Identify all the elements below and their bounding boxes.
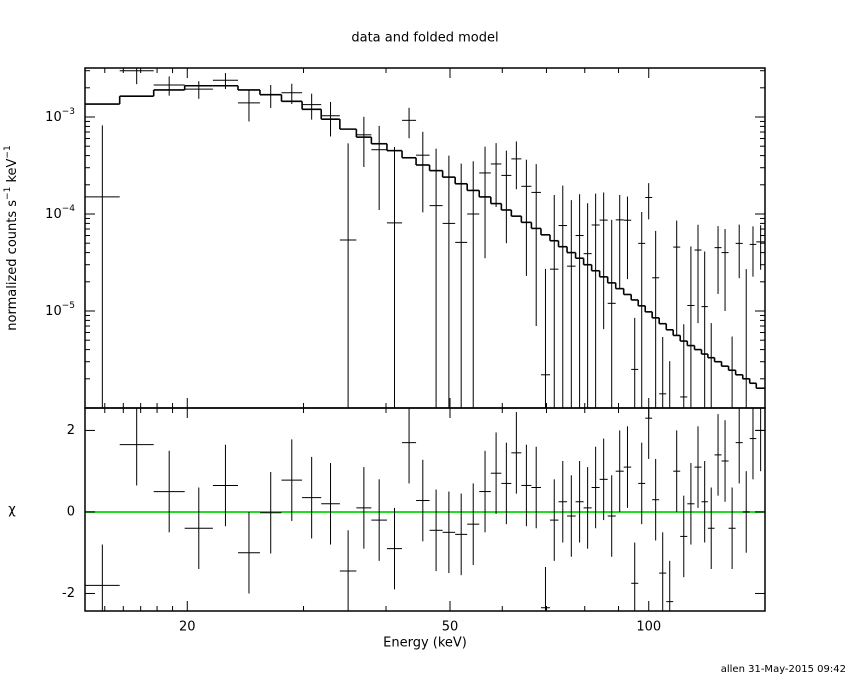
y-label-sup: −1 xyxy=(3,187,13,200)
y-tick-exponent: −3 xyxy=(62,106,75,116)
y-tick-base: 10 xyxy=(45,206,62,221)
y-tick-label: 2 xyxy=(67,423,75,438)
y-tick-label: 10−5 xyxy=(45,300,75,318)
y-tick-label: 10−3 xyxy=(45,106,75,124)
x-tick-label: 50 xyxy=(442,620,459,635)
y-tick-exponent: −4 xyxy=(62,203,76,213)
residual-axis-label: χ xyxy=(8,503,16,518)
y-tick-base: 10 xyxy=(45,303,62,318)
x-tick-label: 20 xyxy=(179,620,196,635)
y-label-text: normalized counts s xyxy=(5,200,20,331)
y-tick-label: 0 xyxy=(67,504,75,519)
y-tick-label: -2 xyxy=(62,586,75,601)
x-axis-label: Energy (keV) xyxy=(383,636,467,651)
y-tick-label: 10−4 xyxy=(45,203,75,221)
residual-plot-area xyxy=(85,408,765,611)
footer: allen 31-May-2015 09:42 xyxy=(721,664,846,675)
y-axis-label: normalized counts s−1 keV−1 xyxy=(3,145,20,330)
chart-title: data and folded model xyxy=(351,31,498,46)
y-tick-base: 10 xyxy=(45,109,62,124)
top-plot-area xyxy=(85,68,765,408)
residual-frame xyxy=(84,407,766,612)
y-label-text: keV xyxy=(5,158,20,186)
x-tick-label: 100 xyxy=(636,620,661,635)
y-label-sup: −1 xyxy=(3,145,13,158)
y-tick-exponent: −5 xyxy=(62,300,75,310)
